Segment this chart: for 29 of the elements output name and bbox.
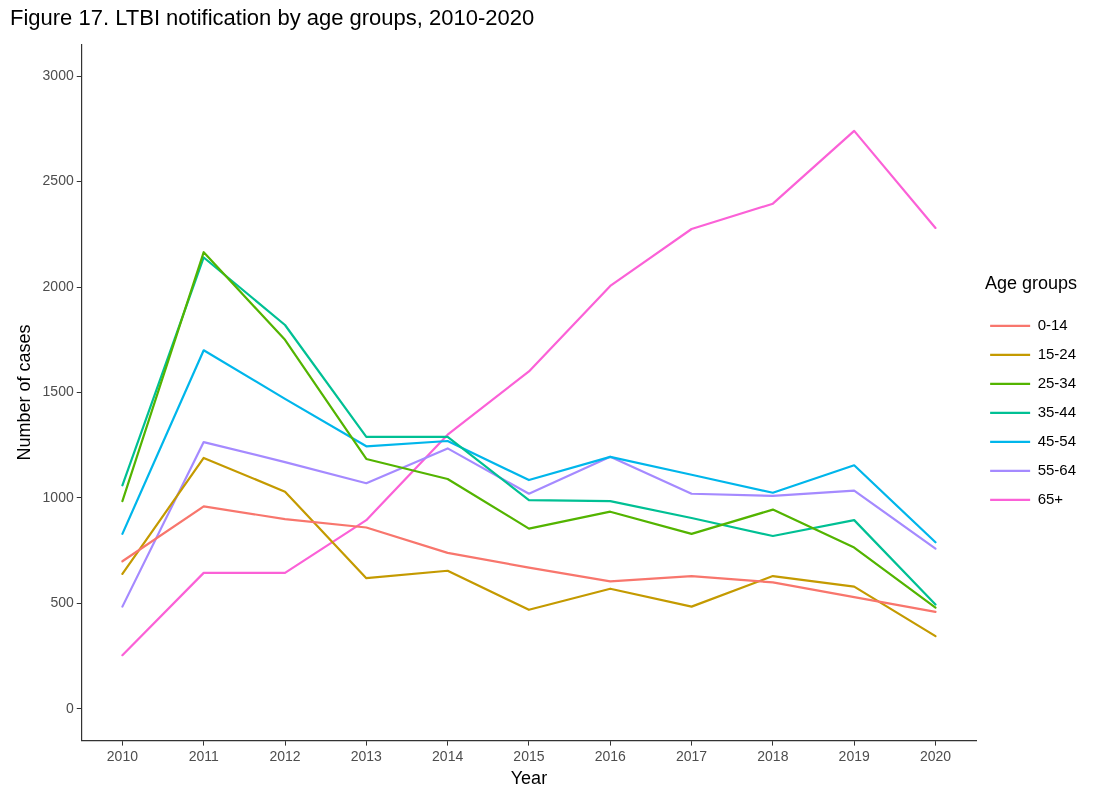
y-tick-label: 1000 xyxy=(42,488,74,505)
x-tick-label: 2014 xyxy=(432,747,464,764)
y-tick-label: 500 xyxy=(50,594,74,611)
x-tick-label: 2017 xyxy=(675,747,708,764)
legend-label: 15-24 xyxy=(1037,344,1077,362)
y-tick-label: 0 xyxy=(65,699,74,716)
x-tick-label: 2020 xyxy=(919,747,952,764)
y-tick-label: 2500 xyxy=(42,172,74,189)
y-axis-title: Number of cases xyxy=(13,324,34,461)
x-tick-label: 2019 xyxy=(838,747,870,764)
legend-label: 35-44 xyxy=(1037,402,1077,420)
y-tick-label: 3000 xyxy=(42,66,74,83)
legend-label: 45-54 xyxy=(1037,431,1077,449)
x-tick-label: 2011 xyxy=(188,747,219,764)
y-tick-label: 1500 xyxy=(42,383,74,400)
x-axis-title: Year xyxy=(510,768,548,789)
x-tick-label: 2012 xyxy=(269,747,301,764)
x-tick-label: 2013 xyxy=(350,747,383,764)
legend-label: 0-14 xyxy=(1037,315,1068,333)
legend-title: Age groups xyxy=(985,272,1078,293)
x-tick-label: 2010 xyxy=(106,747,139,764)
legend-label: 25-34 xyxy=(1037,373,1077,391)
legend-label: 65+ xyxy=(1037,489,1064,507)
y-tick-label: 2000 xyxy=(42,277,74,294)
legend-label: 55-64 xyxy=(1037,460,1077,478)
x-tick-label: 2018 xyxy=(757,747,789,764)
x-tick-label: 2016 xyxy=(594,747,627,764)
x-tick-label: 2015 xyxy=(513,747,545,764)
chart-title: Figure 17. LTBI notification by age groups, 2010-2020 xyxy=(10,5,535,31)
